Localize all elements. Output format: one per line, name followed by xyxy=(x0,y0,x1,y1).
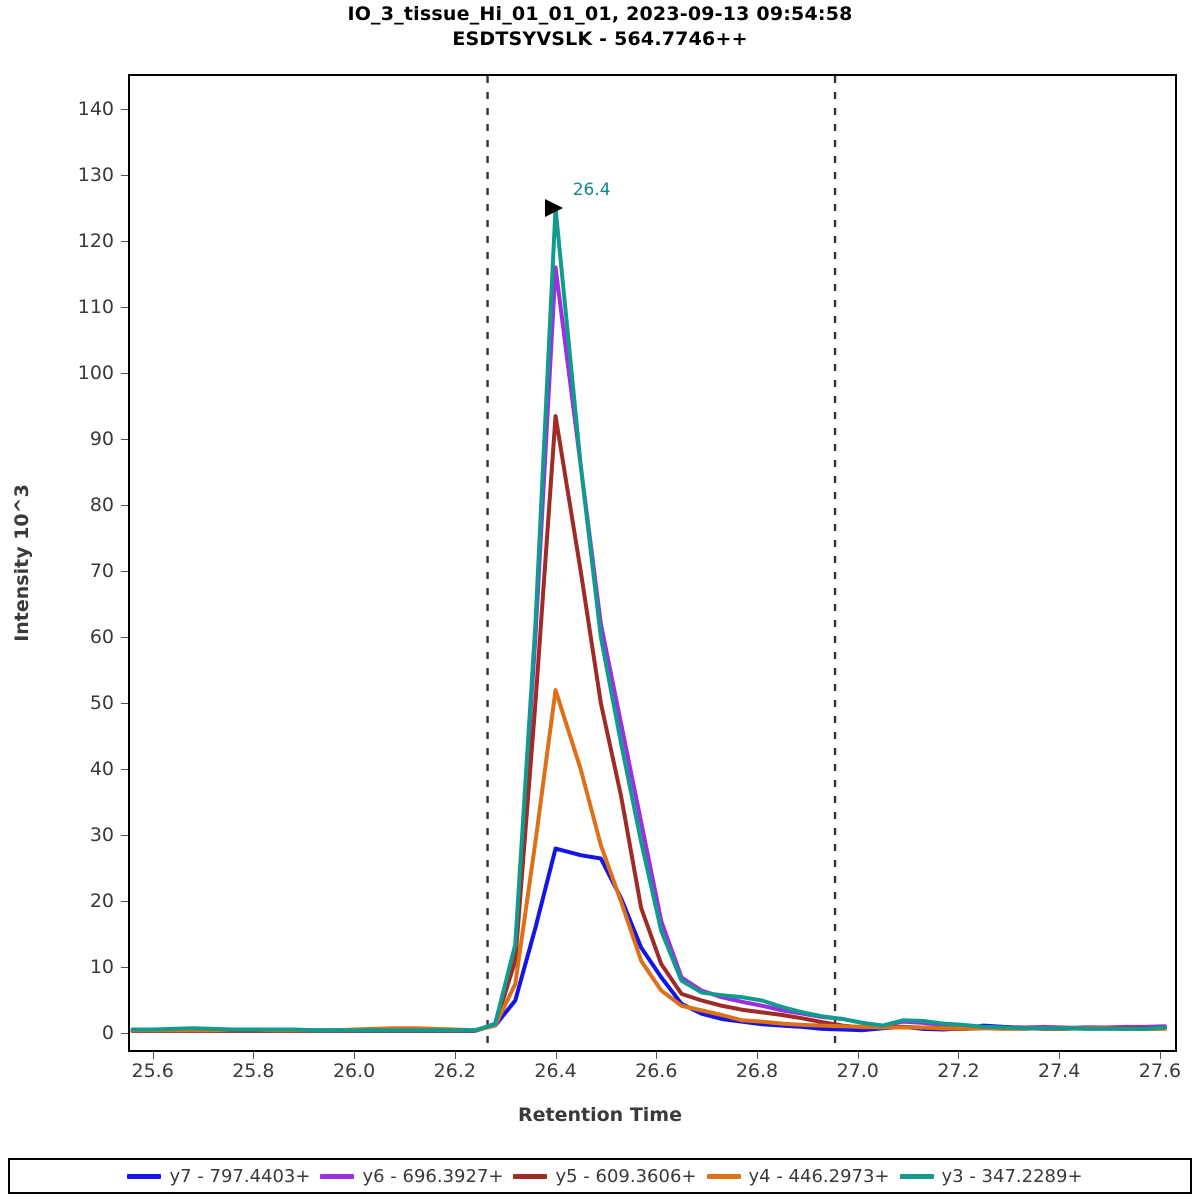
legend-item-1[interactable]: y6 - 696.3927+ xyxy=(310,1166,503,1187)
legend-item-label: y4 - 446.2973+ xyxy=(748,1165,890,1187)
y-tick-mark xyxy=(121,439,128,441)
legend-item-label: y3 - 347.2289+ xyxy=(941,1165,1083,1187)
y-tick-mark xyxy=(121,703,128,705)
legend-color-swatch xyxy=(513,1173,548,1179)
x-tick-label: 27.4 xyxy=(1038,1060,1081,1082)
x-tick-label: 27.6 xyxy=(1138,1060,1182,1082)
chromatogram-svg xyxy=(130,76,1167,1050)
legend-color-swatch xyxy=(899,1173,934,1179)
x-tick-mark xyxy=(958,1052,960,1059)
legend[interactable]: y7 - 797.4403+ y6 - 696.3927+ y5 - 609.360… xyxy=(8,1158,1192,1194)
legend-item-3[interactable]: y4 - 446.2973+ xyxy=(697,1166,890,1187)
legend-item-label: y6 - 696.3927+ xyxy=(362,1165,504,1187)
y-tick-label: 80 xyxy=(89,494,114,517)
legend-color-swatch xyxy=(127,1173,162,1179)
y-tick-mark xyxy=(121,901,128,903)
y-tick-label: 50 xyxy=(89,692,114,715)
x-tick-label: 26.4 xyxy=(534,1060,577,1082)
y-tick-label: 130 xyxy=(77,164,114,187)
y-tick-mark xyxy=(121,571,128,573)
y-tick-mark xyxy=(121,637,128,639)
x-tick-label: 26.2 xyxy=(433,1060,476,1082)
y-tick-mark xyxy=(121,175,128,177)
y-tick-mark xyxy=(121,769,128,771)
x-tick-label: 26.6 xyxy=(635,1060,678,1082)
chart-title: IO_3_tissue_Hi_01_01_01, 2023-09-13 09:5… xyxy=(0,2,1200,52)
y-tick-label: 0 xyxy=(101,1022,114,1045)
legend-item-label: y7 - 797.4403+ xyxy=(169,1165,311,1187)
y-tick-label: 30 xyxy=(89,824,114,847)
peak-apex-arrow-icon xyxy=(544,199,563,218)
y-tick-mark xyxy=(121,241,128,243)
title-line-run: IO_3_tissue_Hi_01_01_01, 2023-09-13 09:5… xyxy=(347,3,853,25)
x-tick-mark xyxy=(454,1052,456,1059)
x-tick-label: 27.2 xyxy=(937,1060,980,1082)
y-tick-label: 120 xyxy=(77,230,114,253)
x-tick-mark xyxy=(152,1052,154,1059)
x-tick-mark xyxy=(354,1052,356,1059)
x-axis-label: Retention Time xyxy=(518,1104,682,1126)
legend-item-4[interactable]: y3 - 347.2289+ xyxy=(890,1166,1083,1187)
legend-color-swatch xyxy=(320,1173,355,1179)
y-tick-label: 20 xyxy=(89,890,114,913)
title-line-peptide: ESDTSYVSLK - 564.7746++ xyxy=(452,28,748,50)
x-tick-label: 26.8 xyxy=(735,1060,779,1082)
series-line[interactable] xyxy=(130,206,1167,1033)
legend-item-0[interactable]: y7 - 797.4403+ xyxy=(117,1166,310,1187)
x-tick-mark xyxy=(857,1052,859,1059)
plot-area[interactable] xyxy=(128,74,1177,1052)
x-tick-label: 26.0 xyxy=(332,1060,376,1082)
y-tick-mark xyxy=(121,505,128,507)
y-tick-mark xyxy=(121,967,128,969)
y-tick-label: 40 xyxy=(89,758,114,781)
legend-color-swatch xyxy=(706,1173,741,1179)
x-tick-label: 25.8 xyxy=(232,1060,275,1082)
legend-item-2[interactable]: y5 - 609.3606+ xyxy=(503,1165,697,1187)
y-tick-mark xyxy=(121,109,128,111)
y-tick-mark xyxy=(121,835,128,837)
y-tick-mark xyxy=(121,307,128,309)
y-tick-label: 110 xyxy=(77,296,114,319)
y-tick-label: 10 xyxy=(89,956,114,979)
x-tick-label: 27.0 xyxy=(836,1060,879,1082)
series-line[interactable] xyxy=(130,265,1167,1033)
series-line[interactable] xyxy=(130,414,1167,1033)
y-tick-label: 60 xyxy=(89,626,114,649)
x-tick-mark xyxy=(253,1052,255,1059)
x-tick-mark xyxy=(656,1052,658,1059)
y-tick-label: 70 xyxy=(89,560,114,583)
x-tick-label: 25.6 xyxy=(131,1060,174,1082)
x-tick-mark xyxy=(555,1052,557,1059)
peak-apex-label: 26.4 xyxy=(572,180,611,201)
legend-item-label: y5 - 609.3606+ xyxy=(555,1165,697,1187)
y-tick-label: 100 xyxy=(77,362,114,385)
y-tick-mark xyxy=(121,373,128,375)
y-tick-label: 90 xyxy=(89,428,114,451)
x-tick-mark xyxy=(1059,1052,1061,1059)
y-tick-mark xyxy=(121,1033,128,1035)
x-tick-mark xyxy=(1159,1052,1161,1059)
y-tick-label: 140 xyxy=(77,98,114,121)
x-tick-mark xyxy=(757,1052,758,1059)
